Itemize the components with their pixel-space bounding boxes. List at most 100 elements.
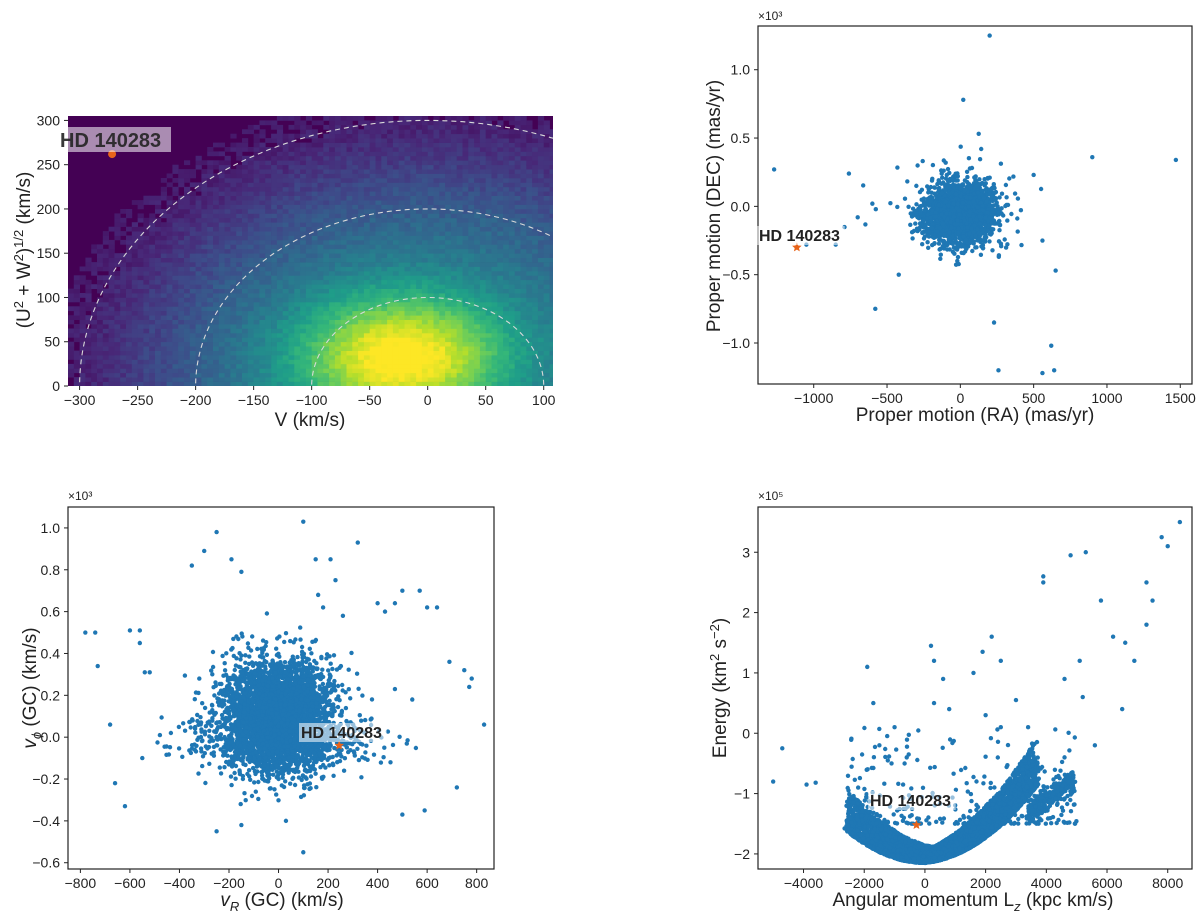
- toomre-heatmap-cell: [195, 155, 202, 161]
- toomre-heatmap-cell: [305, 381, 313, 386]
- toomre-heatmap-cell: [230, 355, 237, 360]
- toomre-heatmap-cell: [497, 231, 504, 236]
- toomre-heatmap-cell: [497, 160, 504, 166]
- toomre-heatmap-cell: [526, 381, 533, 386]
- toomre-heatmap-cell: [201, 248, 208, 254]
- toomre-heatmap-cell: [340, 178, 347, 183]
- toomre-heatmap-cell: [68, 363, 75, 369]
- proper-motion-point: [1038, 186, 1044, 192]
- toomre-heatmap-cell: [236, 222, 243, 227]
- toomre-heatmap-cell: [329, 262, 336, 267]
- toomre-heatmap-cell: [294, 124, 301, 130]
- toomre-heatmap-cell: [271, 239, 278, 245]
- toomre-heatmap-cell: [201, 279, 208, 285]
- toomre-heatmap-cell: [201, 191, 208, 196]
- toomre-heatmap-cell: [474, 200, 481, 205]
- toomre-heatmap-cell: [526, 262, 533, 267]
- toomre-heatmap-cell: [282, 337, 289, 343]
- toomre-heatmap-cell: [294, 293, 301, 298]
- toomre-heatmap-cell: [294, 350, 301, 356]
- toomre-heatmap-cell: [508, 257, 516, 263]
- toomre-heatmap-cell: [450, 200, 458, 205]
- toomre-heatmap-cell: [398, 381, 405, 386]
- toomre-heatmap-cell: [259, 200, 266, 205]
- toomre-heatmap-cell: [149, 257, 156, 263]
- toomre-heatmap-cell: [462, 217, 469, 223]
- toomre-heatmap-cell: [363, 293, 371, 298]
- toomre-heatmap-cell: [294, 155, 301, 161]
- toomre-heatmap-cell: [433, 293, 440, 298]
- toomre-heatmap-cell: [508, 151, 516, 157]
- toomre-heatmap-cell: [149, 306, 156, 312]
- toomre-heatmap-cell: [358, 151, 365, 157]
- toomre-heatmap-cell: [242, 257, 249, 263]
- toomre-heatmap-cell: [137, 253, 144, 258]
- toomre-heatmap-cell: [160, 337, 167, 343]
- toomre-heatmap-cell: [508, 253, 516, 258]
- toomre-heatmap-cell: [271, 262, 278, 267]
- toomre-heatmap-cell: [340, 239, 347, 245]
- toomre-heatmap-cell: [503, 257, 510, 263]
- toomre-heatmap-cell: [195, 262, 202, 267]
- toomre-heatmap-cell: [450, 381, 458, 386]
- toomre-heatmap-cell: [265, 306, 272, 312]
- toomre-heatmap-cell: [479, 359, 487, 365]
- toomre-heatmap-cell: [311, 195, 318, 201]
- toomre-heatmap-cell: [265, 319, 272, 325]
- toomre-heatmap-cell: [131, 279, 138, 285]
- toomre-heatmap-cell: [79, 372, 86, 378]
- toomre-heatmap-cell: [433, 124, 440, 130]
- proper-motion-point: [1007, 176, 1012, 181]
- toomre-heatmap-cell: [346, 160, 353, 166]
- toomre-heatmap-cell: [381, 262, 388, 267]
- toomre-heatmap-cell: [294, 178, 301, 183]
- toomre-heatmap-cell: [184, 257, 191, 263]
- toomre-heatmap-cell: [387, 350, 394, 356]
- toomre-heatmap-cell: [491, 341, 498, 347]
- toomre-heatmap-cell: [201, 293, 208, 298]
- toomre-heatmap-cell: [340, 124, 347, 130]
- toomre-heatmap-cell: [160, 248, 167, 254]
- toomre-heatmap-cell: [137, 204, 144, 210]
- toomre-heatmap-cell: [172, 164, 179, 170]
- toomre-heatmap-cell: [166, 235, 173, 241]
- toomre-heatmap-cell: [549, 359, 553, 365]
- toomre-heatmap-cell: [201, 257, 208, 263]
- toomre-heatmap-cell: [479, 169, 487, 174]
- toomre-heatmap-cell: [392, 235, 400, 241]
- toomre-heatmap-cell: [213, 350, 220, 356]
- toomre-heatmap-cell: [294, 377, 301, 382]
- toomre-heatmap-cell: [427, 363, 434, 369]
- toomre-heatmap-cell: [468, 138, 475, 143]
- toomre-heatmap-cell: [323, 226, 330, 232]
- toomre-heatmap-cell: [236, 164, 243, 170]
- toomre-heatmap-cell: [323, 297, 330, 303]
- toomre-heatmap-cell: [410, 116, 417, 121]
- toomre-y-tick-label: 150: [37, 245, 61, 261]
- toomre-heatmap-cell: [363, 213, 371, 219]
- toomre-heatmap-cell: [276, 297, 284, 303]
- toomre-heatmap-cell: [323, 253, 330, 258]
- toomre-heatmap-cell: [508, 164, 516, 170]
- toomre-heatmap-cell: [207, 279, 214, 285]
- toomre-heatmap-cell: [549, 270, 553, 276]
- toomre-heatmap-cell: [416, 244, 423, 250]
- toomre-heatmap-cell: [358, 191, 365, 196]
- toomre-heatmap-cell: [421, 151, 429, 157]
- toomre-heatmap-cell: [149, 332, 156, 338]
- toomre-heatmap-cell: [381, 195, 388, 201]
- toomre-heatmap-cell: [479, 191, 487, 196]
- toomre-heatmap-cell: [520, 169, 527, 174]
- toomre-heatmap-cell: [410, 160, 417, 166]
- toomre-heatmap-cell: [392, 328, 400, 334]
- toomre-heatmap-cell: [537, 315, 545, 320]
- toomre-heatmap-cell: [439, 133, 446, 139]
- toomre-heatmap-cell: [143, 257, 150, 263]
- toomre-heatmap-cell: [433, 306, 440, 312]
- toomre-heatmap-cell: [427, 195, 434, 201]
- toomre-heatmap-cell: [97, 350, 104, 356]
- toomre-heatmap-cell: [68, 372, 75, 378]
- toomre-heatmap-cell: [300, 244, 307, 250]
- toomre-heatmap-cell: [369, 275, 376, 281]
- toomre-heatmap-cell: [137, 217, 144, 223]
